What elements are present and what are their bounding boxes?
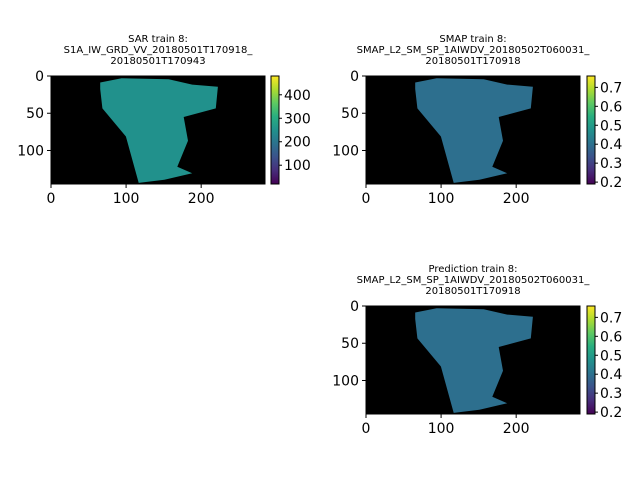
colorbar	[586, 75, 596, 185]
subplot-title-line: SMAP train 8:	[439, 34, 506, 45]
x-tick-label: 0	[362, 421, 371, 437]
y-tick-label: 0	[35, 69, 44, 85]
y-tick-label: 0	[350, 299, 359, 315]
colorbar-tick-label: 0.2	[600, 175, 622, 191]
axes-frame	[365, 75, 581, 185]
colorbar-tick-label: 0.3	[600, 156, 622, 172]
colorbar-tick-label: 0.2	[600, 405, 622, 421]
colorbar-tick-label: 200	[284, 135, 311, 151]
x-tick-label: 100	[113, 191, 140, 207]
colorbar-tick-label: 0.4	[600, 367, 622, 383]
y-tick-label: 50	[26, 106, 44, 122]
x-tick-label: 200	[188, 191, 215, 207]
y-tick-label: 50	[341, 336, 359, 352]
subplot-title-line: Prediction train 8:	[428, 264, 517, 275]
x-tick-label: 200	[503, 421, 530, 437]
colorbar-tick-label: 0.7	[600, 80, 622, 96]
x-tick-label: 0	[47, 191, 56, 207]
colorbar	[270, 75, 280, 185]
subplot-title-line: SAR train 8:	[128, 34, 188, 45]
subplot-2: SMAP train 8:SMAP_L2_SM_SP_1AIWDV_201805…	[332, 34, 622, 207]
x-tick-label: 0	[362, 191, 371, 207]
colorbar-tick-label: 0.5	[600, 118, 622, 134]
subplot-title-line: SMAP_L2_SM_SP_1AIWDV_20180502T060031_	[357, 45, 591, 56]
y-tick-label: 100	[332, 373, 359, 389]
colorbar-tick-label: 0.7	[600, 310, 622, 326]
x-tick-label: 200	[503, 191, 530, 207]
colorbar-tick-label: 400	[284, 88, 311, 104]
colorbar-tick-label: 0.6	[600, 99, 622, 115]
y-tick-label: 100	[332, 143, 359, 159]
colorbar-tick-label: 300	[284, 111, 311, 127]
colorbar-tick-label: 0.5	[600, 348, 622, 364]
y-tick-label: 50	[341, 106, 359, 122]
x-tick-label: 100	[428, 191, 455, 207]
subplot-title-line: 20180501T170943	[110, 56, 205, 67]
y-tick-label: 0	[350, 69, 359, 85]
subplot-3: Prediction train 8:SMAP_L2_SM_SP_1AIWDV_…	[332, 264, 622, 437]
colorbar	[586, 305, 596, 415]
x-tick-label: 100	[428, 421, 455, 437]
subplot-1: SAR train 8:S1A_IW_GRD_VV_20180501T17091…	[17, 34, 310, 207]
colorbar-tick-label: 0.4	[600, 137, 622, 153]
axes-frame	[365, 305, 581, 415]
subplot-title-line: 20180501T170918	[425, 56, 520, 67]
data-swath	[100, 78, 218, 183]
subplot-title-line: S1A_IW_GRD_VV_20180501T170918_	[64, 45, 254, 56]
colorbar-tick-label: 0.6	[600, 329, 622, 345]
y-tick-label: 100	[17, 143, 44, 159]
data-swath	[415, 78, 533, 183]
colorbar-tick-label: 100	[284, 158, 311, 174]
data-swath	[415, 308, 533, 413]
colorbar-tick-label: 0.3	[600, 386, 622, 402]
subplot-title-line: SMAP_L2_SM_SP_1AIWDV_20180502T060031_	[357, 275, 591, 286]
axes-frame	[50, 75, 266, 185]
subplot-title-line: 20180501T170918	[425, 286, 520, 297]
